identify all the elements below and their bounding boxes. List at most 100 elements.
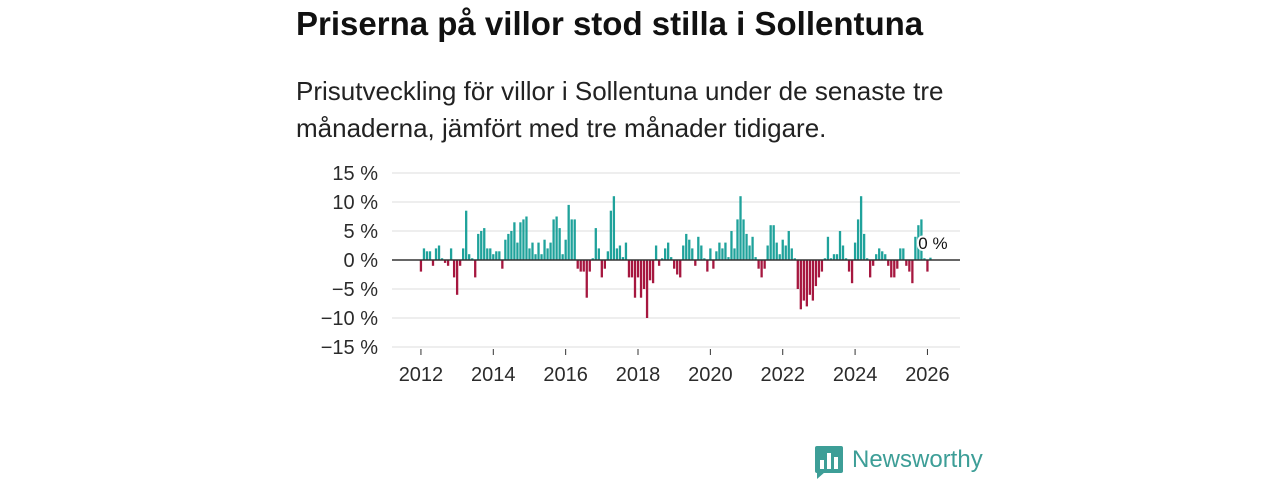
bar-negative xyxy=(712,260,715,269)
bar-positive xyxy=(528,248,531,260)
bar-positive xyxy=(606,251,610,260)
bar-negative xyxy=(633,260,637,298)
bar-negative xyxy=(817,260,821,278)
bar-negative xyxy=(799,260,802,310)
bar-positive xyxy=(733,248,736,260)
x-tick-label: 2018 xyxy=(616,364,661,386)
bar-positive xyxy=(434,248,438,260)
bar-negative xyxy=(576,260,579,269)
bar-positive xyxy=(425,251,429,260)
bar-negative xyxy=(706,260,709,272)
y-tick-label: −5 % xyxy=(332,279,378,301)
bar-positive xyxy=(917,225,920,260)
bar-positive xyxy=(549,242,552,260)
bar-positive xyxy=(766,245,769,260)
bar-positive xyxy=(682,245,685,260)
bar-positive xyxy=(739,196,742,260)
y-tick-label: 15 % xyxy=(332,163,378,185)
y-tick-label: −15 % xyxy=(321,337,378,359)
bar-positive xyxy=(703,258,706,260)
x-tick-label: 2014 xyxy=(471,364,516,386)
bar-negative xyxy=(603,260,606,269)
bar-positive xyxy=(899,248,902,260)
y-tick-label: 5 % xyxy=(344,221,379,243)
x-axis: 2012 2014 2016 2018 2020 2022 2024 2026 xyxy=(399,349,950,386)
bar-positive xyxy=(561,254,564,260)
bar-negative xyxy=(847,260,851,272)
bar-positive xyxy=(564,239,567,260)
bar-negative xyxy=(600,260,603,278)
bar-positive xyxy=(697,236,700,260)
bar-negative xyxy=(926,260,929,272)
bar-positive xyxy=(700,245,703,260)
bar-positive xyxy=(660,258,664,260)
bar-positive xyxy=(862,233,866,260)
bar-negative xyxy=(419,260,423,272)
bar-positive xyxy=(772,225,775,260)
bar-positive xyxy=(594,228,597,260)
x-tick-label: 2026 xyxy=(905,364,950,386)
bar-negative xyxy=(673,260,676,269)
bar-positive xyxy=(884,254,887,260)
bar-positive xyxy=(881,251,884,260)
bar-negative xyxy=(887,260,890,266)
bar-negative xyxy=(431,260,435,266)
bar-positive xyxy=(480,231,483,260)
bar-positive xyxy=(492,254,495,260)
bar-negative xyxy=(585,260,588,298)
bar-negative xyxy=(639,260,643,298)
bar-negative xyxy=(808,260,812,295)
bar-positive xyxy=(440,258,444,260)
x-tick-label: 2024 xyxy=(833,364,878,386)
bar-positive xyxy=(477,233,480,260)
bar-positive xyxy=(552,219,555,260)
bar-positive xyxy=(835,254,839,260)
bar-positive xyxy=(781,239,784,260)
bar-positive xyxy=(555,216,558,260)
bar-negative xyxy=(893,260,896,278)
bar-negative xyxy=(642,260,646,289)
bar-negative xyxy=(805,260,808,307)
bar-negative xyxy=(455,260,459,295)
bar-negative xyxy=(757,260,760,269)
bar-positive xyxy=(790,248,793,260)
bar-positive xyxy=(597,248,600,260)
bar-positive xyxy=(654,245,658,260)
bar-positive xyxy=(929,257,932,260)
bar-positive xyxy=(685,233,688,260)
bar-negative xyxy=(869,260,872,278)
annotations: 0 % xyxy=(916,232,949,255)
bar-negative xyxy=(811,260,815,301)
bar-negative xyxy=(908,260,911,272)
bar-negative xyxy=(679,260,682,278)
bar-positive xyxy=(875,254,878,260)
bar-positive xyxy=(832,254,836,260)
latest-value-label: 0 % xyxy=(918,234,947,253)
bar-negative xyxy=(820,260,824,272)
bar-positive xyxy=(498,251,501,260)
bar-positive xyxy=(531,242,534,260)
bar-negative xyxy=(630,260,634,278)
bar-negative xyxy=(443,260,447,263)
bar-positive xyxy=(428,251,432,260)
bar-negative xyxy=(796,260,799,289)
bar-positive xyxy=(865,258,869,260)
bar-positive xyxy=(859,196,863,260)
bar-negative xyxy=(452,260,456,278)
bar-positive xyxy=(624,242,628,260)
bar-positive xyxy=(688,239,691,260)
bar-positive xyxy=(468,254,471,260)
bar-positive xyxy=(504,239,507,260)
bar-positive xyxy=(664,248,667,260)
bar-positive xyxy=(489,248,492,260)
bar-positive xyxy=(486,248,489,260)
bar-negative xyxy=(651,260,655,284)
bar-positive xyxy=(546,248,549,260)
bar-negative xyxy=(911,260,914,284)
bar-positive xyxy=(507,233,510,260)
gridlines xyxy=(392,172,960,348)
bar-positive xyxy=(516,242,519,260)
bar-negative xyxy=(890,260,893,278)
bar-negative xyxy=(814,260,818,287)
bar-negative xyxy=(694,260,697,266)
